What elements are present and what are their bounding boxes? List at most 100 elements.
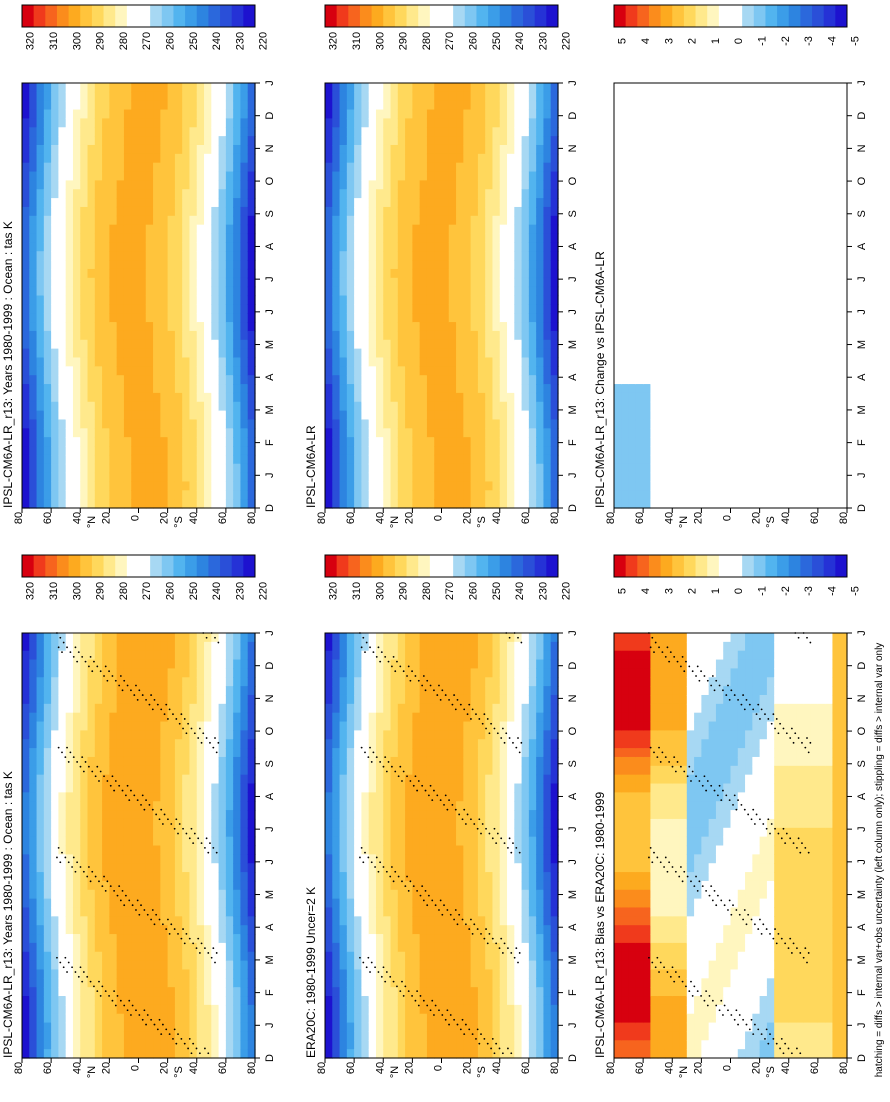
heat-cell (160, 242, 169, 252)
heat-cell (426, 1022, 435, 1033)
heat-cell (390, 836, 399, 847)
heat-cell (109, 162, 118, 173)
heat-cell (43, 1013, 52, 1024)
heat-cell (167, 410, 176, 421)
heat-cell (153, 677, 161, 687)
heat-cell (174, 969, 183, 979)
heat-cell (22, 774, 30, 785)
heat-cell (145, 100, 154, 111)
heat-cell (339, 774, 348, 785)
heat-cell (65, 686, 74, 696)
heat-cell (225, 756, 234, 767)
heat-cell (390, 801, 399, 811)
heat-cell (87, 730, 96, 740)
heat-cell (109, 1013, 118, 1024)
heat-cell (368, 694, 377, 705)
heat-cell (29, 384, 38, 394)
month-label: N (264, 694, 276, 702)
heat-cell (138, 198, 147, 208)
heat-cell (225, 499, 234, 509)
stipple-dot (76, 861, 79, 864)
heat-cell (441, 739, 450, 749)
heat-cell (131, 1040, 140, 1050)
heat-cell (182, 916, 191, 926)
heat-cell (182, 109, 191, 120)
heat-cell (218, 925, 227, 935)
heat-cell (36, 801, 45, 811)
heat-cell (390, 748, 399, 758)
heat-cell (145, 633, 154, 643)
heat-cell (225, 916, 234, 926)
heat-cell (233, 872, 242, 882)
heat-cell (80, 827, 89, 838)
heat-cell (211, 694, 220, 705)
heat-cell (153, 224, 161, 235)
heat-cell (167, 880, 176, 891)
heat-cell (102, 836, 110, 847)
heat-cell (218, 366, 227, 376)
heat-cell (233, 180, 242, 190)
heat-cell (189, 889, 198, 900)
heat-cell (426, 898, 435, 909)
stipple-dot (200, 741, 203, 744)
heat-cell (29, 659, 38, 670)
heat-cell (72, 118, 81, 128)
heat-cell (182, 428, 191, 438)
heat-cell (131, 659, 140, 670)
heat-cell (123, 304, 132, 314)
heat-cell (116, 827, 125, 838)
heat-cell (405, 730, 413, 740)
heat-cell (167, 792, 176, 802)
heat-cell (346, 748, 355, 758)
heat-cell (218, 198, 227, 208)
heat-cell (102, 268, 110, 279)
heat-cell (543, 721, 552, 731)
heat-cell (29, 916, 38, 926)
heat-cell (514, 978, 523, 988)
heat-cell (528, 916, 537, 926)
heat-cell (448, 987, 457, 997)
heat-cell (80, 677, 89, 687)
heat-cell (339, 730, 348, 740)
heat-cell (167, 162, 176, 173)
heat-cell (543, 659, 552, 670)
heat-cell (240, 330, 249, 341)
heat-cell (339, 739, 348, 749)
heat-cell (390, 730, 399, 740)
heat-cell (204, 756, 212, 767)
heat-cell (247, 286, 256, 297)
heat-cell (536, 1013, 545, 1024)
heat-cell (233, 792, 242, 802)
heat-cell (72, 801, 81, 811)
heat-cell (160, 1022, 169, 1033)
heat-cell (29, 392, 38, 403)
heat-cell (36, 472, 45, 483)
heat-cell (390, 668, 399, 678)
heat-cell (29, 801, 38, 811)
heat-cell (204, 357, 212, 367)
heat-cell (225, 951, 234, 962)
heat-cell (138, 295, 147, 305)
heat-cell (204, 233, 212, 243)
heat-cell (325, 880, 333, 891)
heat-cell (543, 1031, 552, 1041)
heat-cell (419, 1049, 428, 1059)
heat-cell (426, 978, 435, 988)
heat-cell (174, 987, 183, 997)
heat-cell (94, 827, 103, 838)
stipple-dot (197, 937, 200, 940)
heat-cell (211, 836, 220, 847)
heat-cell (102, 1049, 110, 1059)
heat-cell (196, 100, 205, 111)
heat-cell (167, 83, 176, 93)
heat-cell (240, 490, 249, 500)
heat-cell (211, 198, 220, 208)
heat-cell (182, 712, 191, 723)
heat-cell (72, 677, 81, 687)
heat-cell (225, 1004, 234, 1015)
heat-cell (361, 641, 370, 652)
heat-cell (160, 748, 169, 758)
heat-cell (160, 801, 169, 811)
heat-cell (153, 845, 161, 855)
stipple-dot (119, 899, 122, 902)
